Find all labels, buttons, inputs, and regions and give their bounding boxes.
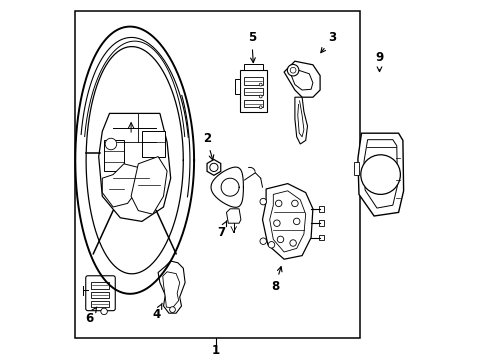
Text: 4: 4 <box>152 303 162 321</box>
Text: 2: 2 <box>202 132 213 160</box>
Circle shape <box>259 106 262 109</box>
Text: 9: 9 <box>375 51 383 72</box>
Polygon shape <box>269 191 305 252</box>
Circle shape <box>273 220 280 226</box>
Circle shape <box>259 95 262 98</box>
Bar <box>244 100 262 107</box>
Bar <box>239 70 266 112</box>
Circle shape <box>275 200 282 207</box>
Circle shape <box>289 240 296 246</box>
Circle shape <box>105 138 117 150</box>
Bar <box>91 292 108 298</box>
Circle shape <box>360 155 400 194</box>
Circle shape <box>289 67 295 73</box>
Bar <box>244 77 262 85</box>
Circle shape <box>293 218 299 225</box>
Polygon shape <box>99 113 170 221</box>
FancyBboxPatch shape <box>85 276 115 311</box>
Circle shape <box>291 200 298 207</box>
Bar <box>244 88 262 95</box>
Polygon shape <box>291 70 312 90</box>
Circle shape <box>101 308 107 315</box>
Bar <box>142 131 165 157</box>
Text: 8: 8 <box>270 267 282 293</box>
Bar <box>91 301 108 307</box>
Circle shape <box>277 236 283 243</box>
Bar <box>104 140 123 171</box>
Polygon shape <box>262 184 312 259</box>
Text: 3: 3 <box>320 31 336 53</box>
Circle shape <box>169 307 175 312</box>
Text: 1: 1 <box>211 345 219 357</box>
Polygon shape <box>284 61 320 97</box>
Circle shape <box>287 64 298 76</box>
Bar <box>319 206 323 212</box>
Polygon shape <box>131 157 167 214</box>
Bar <box>354 162 358 175</box>
Polygon shape <box>226 209 241 223</box>
Polygon shape <box>163 272 179 308</box>
Polygon shape <box>102 164 138 207</box>
Bar <box>91 282 108 289</box>
Polygon shape <box>294 97 307 144</box>
Polygon shape <box>357 133 403 216</box>
Bar <box>319 235 323 240</box>
Bar <box>235 79 240 94</box>
Bar <box>319 220 323 226</box>
Polygon shape <box>158 261 185 313</box>
Circle shape <box>209 163 218 171</box>
Polygon shape <box>363 140 397 208</box>
Circle shape <box>268 242 274 248</box>
Bar <box>244 64 262 70</box>
Polygon shape <box>206 159 220 175</box>
Bar <box>75 11 359 338</box>
Text: 6: 6 <box>85 307 97 325</box>
Circle shape <box>260 198 266 205</box>
Circle shape <box>260 238 266 244</box>
Text: 7: 7 <box>217 220 226 239</box>
Circle shape <box>259 83 262 86</box>
Text: 5: 5 <box>247 31 255 63</box>
